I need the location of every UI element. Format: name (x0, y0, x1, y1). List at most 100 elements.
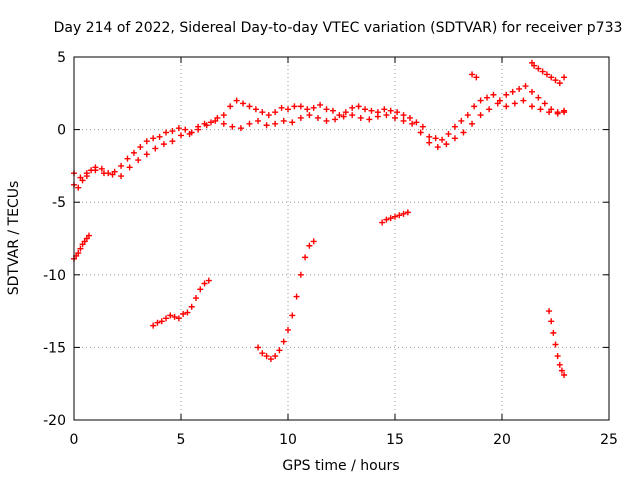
data-point (520, 97, 527, 104)
data-point (443, 141, 450, 148)
data-point (486, 106, 493, 113)
data-point (383, 216, 390, 223)
data-point (368, 107, 375, 114)
y-tick-label: -15 (43, 340, 66, 356)
data-point (556, 361, 563, 368)
data-point (445, 130, 452, 137)
data-point (554, 353, 561, 360)
data-point (276, 347, 283, 354)
data-point (439, 136, 446, 143)
data-point (381, 106, 388, 113)
data-point (417, 129, 424, 136)
data-point (531, 62, 538, 69)
data-point (171, 313, 178, 320)
data-point (503, 91, 510, 98)
data-point (203, 122, 210, 129)
data-point (100, 170, 107, 177)
data-point (212, 117, 219, 124)
data-point (77, 245, 84, 252)
data-point (477, 112, 484, 119)
data-point (392, 114, 398, 121)
data-point (550, 329, 557, 336)
data-point (332, 116, 339, 123)
y-tick-label: -5 (52, 195, 66, 211)
data-point (516, 85, 523, 92)
data-point (291, 103, 298, 110)
data-point (503, 103, 510, 110)
data-point (511, 100, 518, 107)
data-point (118, 173, 125, 180)
data-point (552, 77, 559, 84)
data-point (297, 114, 304, 121)
data-point (400, 210, 407, 217)
data-point (349, 104, 356, 111)
x-tick-label: 15 (386, 432, 404, 448)
data-point (394, 109, 401, 116)
data-point (469, 71, 476, 78)
x-tick-label: 5 (177, 432, 186, 448)
data-point (310, 238, 317, 245)
data-point (182, 126, 189, 133)
data-point (484, 94, 491, 101)
data-point (169, 138, 176, 145)
data-point (175, 315, 182, 322)
data-point (83, 173, 90, 180)
data-point (178, 132, 184, 139)
data-point (509, 88, 516, 95)
data-point (329, 107, 336, 114)
data-point (285, 326, 291, 333)
data-point (169, 128, 176, 135)
y-tick-label: -20 (43, 413, 66, 429)
data-point (471, 103, 478, 110)
data-point (135, 157, 142, 164)
data-point (255, 344, 262, 351)
y-tick-label: 0 (57, 123, 66, 139)
series-segment-c (255, 238, 317, 363)
data-point (561, 74, 568, 81)
data-point (537, 106, 544, 113)
data-point (548, 74, 555, 81)
data-point (220, 120, 227, 127)
data-point (77, 174, 84, 181)
data-point (207, 119, 214, 126)
data-point (469, 120, 476, 127)
data-point (406, 114, 413, 121)
data-point (272, 109, 279, 116)
data-point (280, 117, 287, 124)
data-point (464, 112, 471, 119)
data-point (413, 119, 420, 126)
data-point (192, 295, 199, 302)
data-point (137, 144, 144, 151)
data-point (259, 350, 266, 357)
series-upper-right-spikes (469, 59, 568, 87)
series-main-band (71, 83, 568, 191)
data-point (201, 280, 208, 287)
data-point (85, 232, 92, 239)
data-point (297, 103, 304, 110)
data-point (432, 135, 439, 142)
data-point (150, 135, 157, 142)
data-point (229, 123, 236, 130)
data-point (426, 139, 433, 146)
y-tick-labels: 5 0 -5 -10 -15 -20 (43, 50, 66, 429)
data-point (289, 312, 296, 319)
data-point (541, 100, 548, 107)
axis-ticks (73, 56, 610, 421)
y-axis-label: SDTVAR / TECUs (6, 181, 22, 296)
data-point (477, 97, 484, 104)
y-tick-label: 5 (57, 50, 66, 66)
data-point (92, 167, 99, 174)
data-point (400, 117, 407, 124)
data-point (227, 103, 234, 110)
data-point (558, 367, 565, 374)
data-point (175, 125, 182, 132)
data-point (374, 113, 381, 120)
data-point (293, 293, 300, 300)
data-point (490, 91, 497, 98)
data-point (323, 117, 330, 124)
data-point (152, 145, 159, 152)
data-point (220, 112, 227, 119)
data-point (304, 106, 311, 113)
data-point (163, 315, 170, 322)
